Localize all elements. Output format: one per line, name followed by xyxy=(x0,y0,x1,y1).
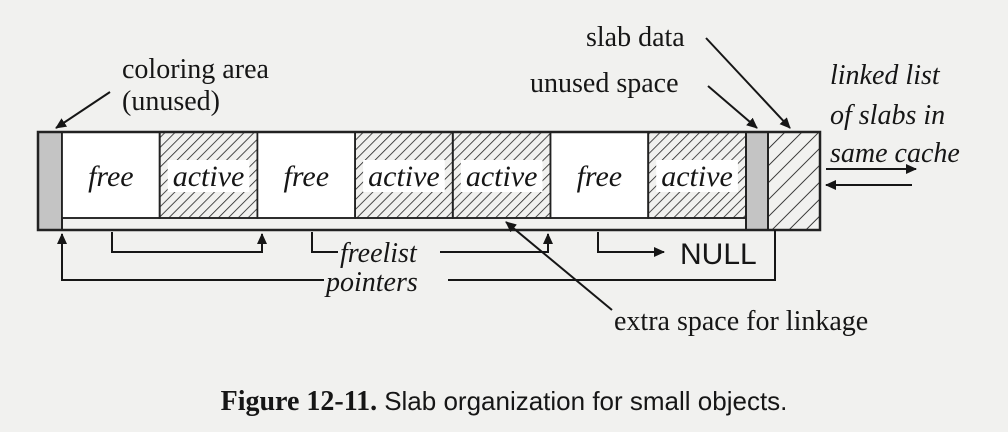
extra-space-pointer xyxy=(505,221,613,311)
null-label: NULL xyxy=(680,238,757,271)
figure-caption-text: Slab organization for small objects. xyxy=(384,386,788,416)
slab-objects: free active free active active free active xyxy=(61,131,747,219)
unused-space-pointer xyxy=(707,85,758,129)
linked-list-label-2: of slabs in xyxy=(830,100,945,131)
slab-outline xyxy=(36,130,822,232)
cell-label-background xyxy=(363,160,445,192)
coloring-area xyxy=(37,131,63,231)
coloring-area-sublabel: (unused) xyxy=(122,86,220,117)
cell-label-background xyxy=(167,160,250,192)
linked-list-label-1: linked list xyxy=(830,60,941,91)
coloring-area-label: coloring area xyxy=(122,54,269,85)
extra-space-label: extra space for linkage xyxy=(614,306,868,337)
slab-data-block xyxy=(767,131,821,231)
active-object-label: active xyxy=(173,160,245,193)
freelist-label: freelist xyxy=(340,238,418,269)
coloring-area-pointer xyxy=(55,91,111,129)
active-object-label: active xyxy=(661,160,733,193)
free-object-label: free xyxy=(283,160,329,193)
unused-space-label: unused space xyxy=(530,68,679,99)
free-object-label: free xyxy=(88,160,134,193)
pointers-label: pointers xyxy=(324,267,418,298)
unused-space-block xyxy=(745,131,769,231)
free-object-cell xyxy=(549,131,650,219)
free-object-label: free xyxy=(577,160,623,193)
free-object-cell xyxy=(61,131,161,219)
slab-data-pointer xyxy=(705,37,791,129)
freelist-arrows xyxy=(57,230,776,281)
linked-list-label-3: same cache xyxy=(830,138,960,169)
figure-caption: Figure 12-11. Slab organization for smal… xyxy=(0,386,1008,418)
cell-label-background xyxy=(460,160,543,192)
active-object-label: active xyxy=(466,160,538,193)
free-object-cell xyxy=(256,131,356,219)
cell-label-background xyxy=(656,160,738,192)
figure-number: Figure 12-11. xyxy=(220,386,378,417)
active-object-label: active xyxy=(368,160,440,193)
slab-data-label: slab data xyxy=(586,22,685,53)
